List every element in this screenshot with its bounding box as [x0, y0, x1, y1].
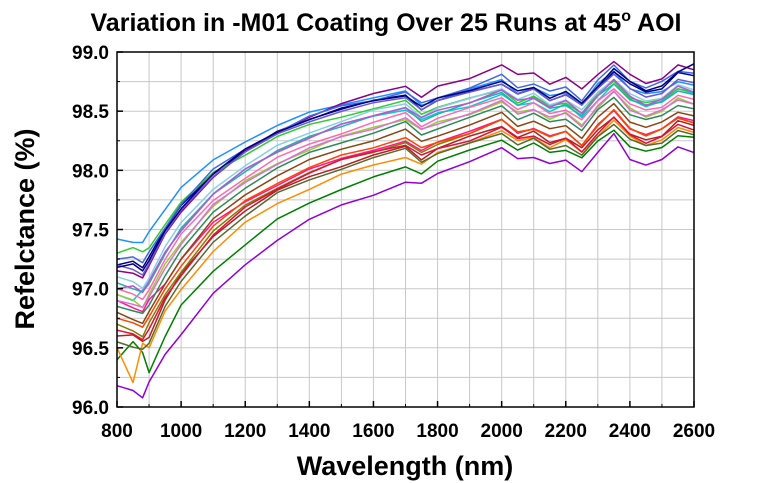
y-tick-labels: 96.0 96.5 97.0 97.5 98.0 98.5 99.0 — [72, 43, 109, 419]
y-tick-label: 99.0 — [72, 43, 109, 64]
x-axis-label: Wavelength (nm) — [297, 451, 514, 481]
series-line-3 — [116, 119, 695, 384]
y-axis-label: Refelctance (%) — [10, 128, 40, 329]
series-line-19 — [116, 73, 695, 276]
series-line-25 — [116, 78, 695, 294]
title-suffix: AOI — [631, 9, 681, 37]
plot-grid — [116, 51, 695, 408]
series-line-17 — [116, 116, 695, 341]
series-line-15 — [116, 102, 695, 325]
x-tick-label: 2600 — [673, 421, 715, 442]
series-line-23 — [116, 90, 695, 309]
chart-title: Variation in -M01 Coating Over 25 Runs a… — [91, 8, 682, 37]
series-line-13 — [116, 88, 695, 301]
x-tick-label: 2000 — [481, 421, 523, 442]
y-tick-label: 96.0 — [72, 398, 109, 419]
degree-superscript: o — [621, 8, 631, 25]
series-line-22 — [116, 63, 695, 272]
axis-ticks — [116, 51, 695, 408]
y-tick-label: 98.0 — [72, 161, 109, 182]
x-tick-labels: 800 1000 1200 1400 1600 1800 2000 2200 2400 2600 — [101, 421, 715, 442]
y-tick-label: 97.0 — [72, 280, 109, 301]
series-line-11 — [116, 60, 695, 279]
x-tick-label: 1600 — [352, 421, 394, 442]
x-tick-label: 800 — [101, 421, 133, 442]
x-tick-label: 1200 — [224, 421, 266, 442]
series-line-24 — [116, 123, 695, 351]
series-line-18 — [116, 96, 695, 315]
x-tick-label: 1800 — [416, 421, 458, 442]
series-line-1 — [116, 132, 695, 399]
x-tick-label: 2200 — [545, 421, 587, 442]
x-tick-label: 1000 — [160, 421, 202, 442]
y-tick-label: 96.5 — [72, 339, 109, 360]
y-tick-label: 97.5 — [72, 221, 109, 242]
series-line-2 — [116, 129, 695, 374]
plot-series — [116, 60, 695, 399]
x-tick-label: 1400 — [288, 421, 330, 442]
y-tick-label: 98.5 — [72, 102, 109, 123]
x-tick-label: 2400 — [609, 421, 651, 442]
series-line-20 — [116, 109, 695, 328]
